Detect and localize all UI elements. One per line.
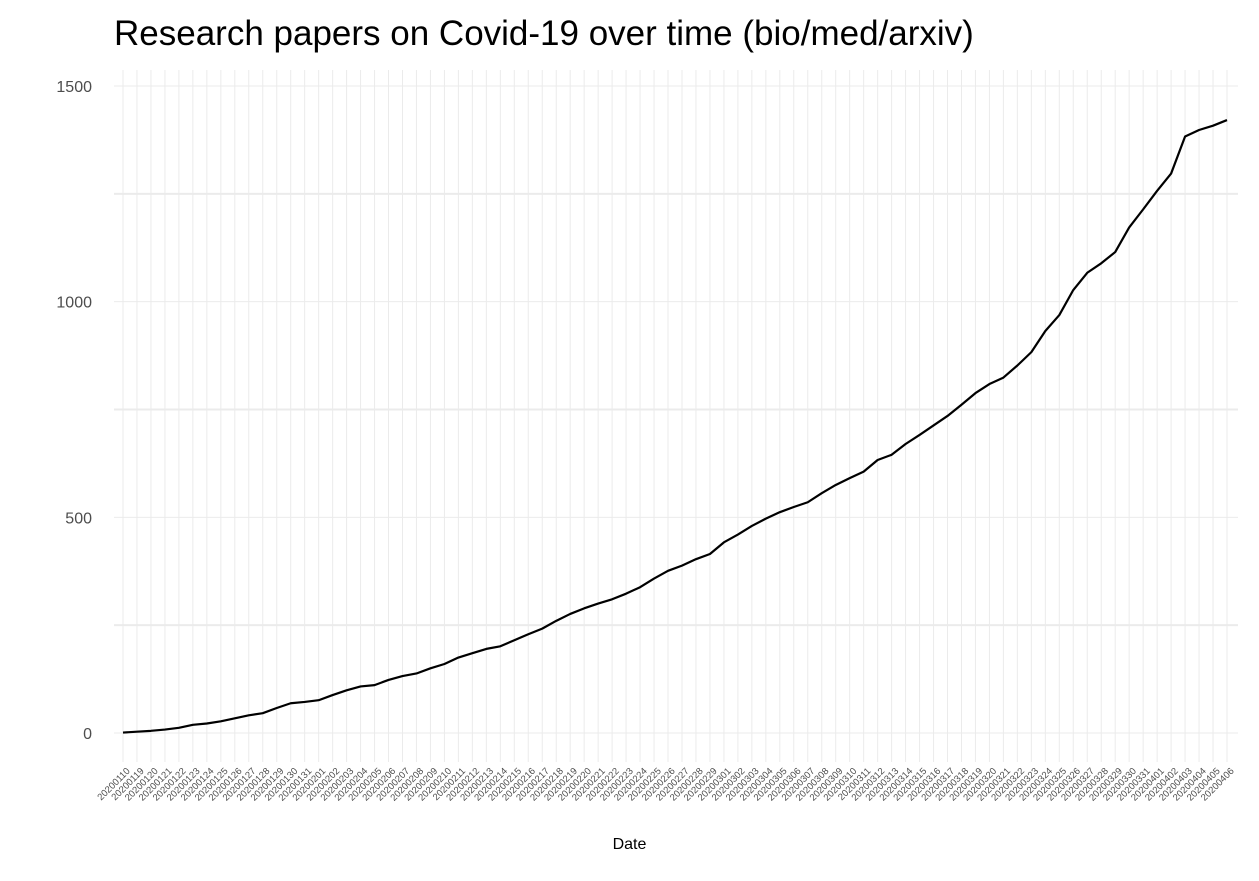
major-gridlines xyxy=(114,85,1238,734)
y-tick-label: 1000 xyxy=(56,295,92,312)
minor-gridlines xyxy=(114,70,1238,762)
x-axis-ticks: 2020011020200119202001202020012120200122… xyxy=(95,766,1236,804)
y-tick-label: 1500 xyxy=(56,79,92,96)
chart-title: Research papers on Covid-19 over time (b… xyxy=(114,14,974,53)
y-axis-ticks: 0 500 1000 1500 xyxy=(56,79,92,743)
y-tick-label: 500 xyxy=(65,510,92,527)
y-tick-label: 0 xyxy=(83,726,92,743)
x-axis-label: Date xyxy=(612,836,647,853)
series-line xyxy=(122,119,1228,734)
